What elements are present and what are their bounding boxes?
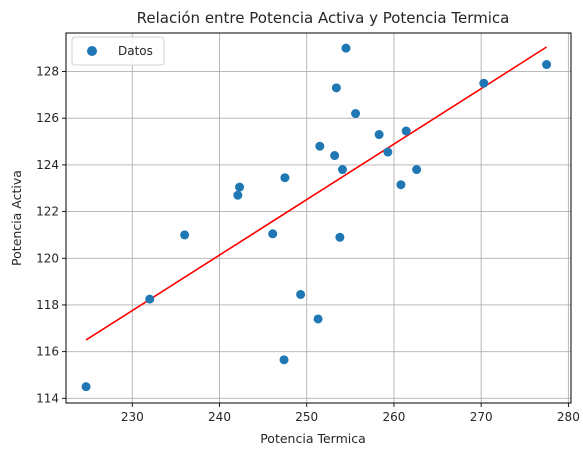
data-point	[81, 382, 91, 392]
data-point	[315, 141, 325, 151]
data-point	[235, 182, 245, 192]
y-tick-label: 118	[36, 298, 59, 312]
y-tick-label: 116	[36, 345, 59, 359]
data-point	[268, 229, 278, 239]
data-point	[145, 294, 155, 304]
chart-title: Relación entre Potencia Activa y Potenci…	[137, 9, 510, 27]
legend-box	[71, 36, 165, 66]
x-axis-ticks: 230 240 250 260 270 280	[121, 403, 580, 424]
data-point	[479, 78, 489, 88]
y-axis-ticks: 114 116 118 120 122 124 126 128	[36, 65, 66, 405]
data-point	[233, 190, 243, 200]
y-tick-label: 128	[36, 65, 59, 79]
grid-lines	[66, 33, 571, 403]
data-point	[330, 151, 340, 161]
data-point	[374, 130, 384, 140]
data-point	[313, 314, 323, 324]
data-point	[296, 289, 306, 299]
data-point	[542, 60, 552, 70]
data-point	[396, 180, 406, 190]
data-point	[337, 165, 347, 175]
x-tick-label: 260	[382, 410, 405, 424]
data-point	[341, 43, 351, 53]
legend-marker	[87, 46, 97, 56]
data-point	[180, 230, 190, 240]
data-point	[401, 126, 411, 136]
data-point	[280, 173, 290, 183]
data-point	[351, 109, 361, 119]
y-tick-label: 120	[36, 251, 59, 265]
data-point	[335, 232, 345, 242]
plot-frame	[65, 32, 572, 404]
x-tick-label: 250	[295, 410, 318, 424]
y-tick-label: 124	[36, 158, 59, 172]
y-tick-label: 122	[36, 205, 59, 219]
data-point	[331, 83, 341, 93]
regression-line	[85, 46, 548, 341]
axes	[65, 32, 572, 404]
x-tick-label: 240	[208, 410, 231, 424]
x-axis-title: Potencia Termica	[260, 431, 366, 446]
data-point	[279, 355, 289, 365]
y-tick-label: 114	[36, 391, 59, 405]
x-tick-label: 280	[557, 410, 580, 424]
legend-label: Datos	[118, 44, 153, 58]
legend: Datos	[71, 36, 165, 66]
y-axis-title: Potencia Activa	[9, 170, 24, 266]
y-tick-label: 126	[36, 111, 59, 125]
data-point	[412, 165, 422, 175]
data-point	[383, 147, 393, 157]
x-tick-label: 270	[470, 410, 493, 424]
x-tick-label: 230	[121, 410, 144, 424]
fit-line-group	[85, 46, 548, 341]
data-points	[81, 43, 552, 392]
